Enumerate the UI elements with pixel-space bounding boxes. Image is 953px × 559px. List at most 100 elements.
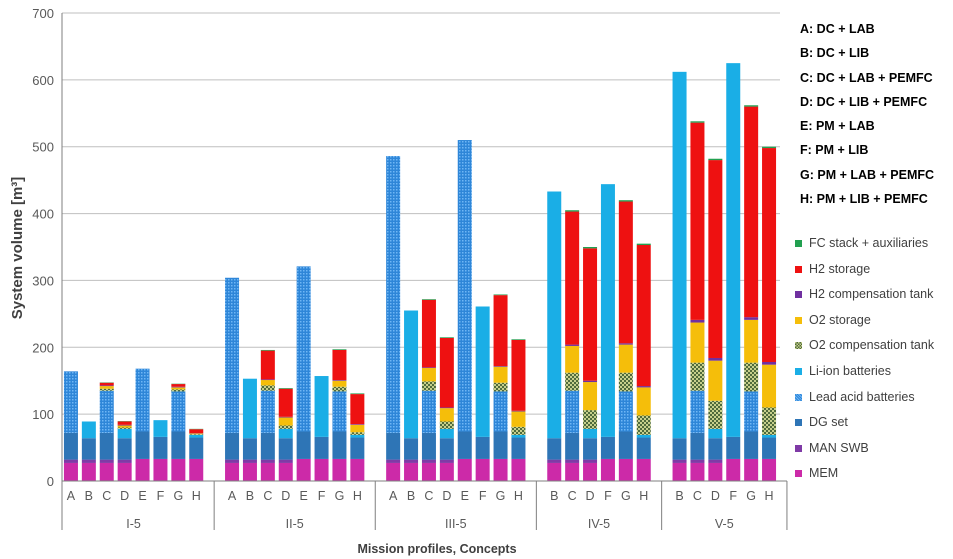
bar-segment-li-ion-batteries (762, 434, 777, 438)
y-tick-label: 400 (32, 207, 54, 222)
bar-segment-li-ion-batteries (350, 434, 365, 438)
concept-key: A: DC + LAB B: DC + LIB C: DC + LAB + PEMF… (800, 22, 934, 216)
bar-segment-lead-acid-batteries (386, 156, 401, 433)
bar-segment-h2-storage (278, 388, 293, 417)
x-tick-label: E (138, 489, 146, 503)
bar-segment-mem (81, 462, 96, 481)
bar-segment-li-ion-batteries (475, 306, 490, 437)
bar-segment-dg-set (225, 432, 240, 460)
bar-segment-dg-set (565, 432, 580, 460)
bar-segment-mem (386, 462, 401, 481)
bar-segment-li-ion-batteries (708, 428, 723, 439)
bar-segment-man-swb (672, 459, 687, 463)
bar-segment-o2-compensation-tank (260, 385, 275, 391)
bar-segment-mem (565, 462, 580, 481)
x-axis-title: Mission profiles, Concepts (357, 542, 516, 556)
bar-segment-mem (618, 458, 633, 481)
bar-segment-mem (260, 462, 275, 481)
bar-segment-h2-storage (565, 211, 580, 345)
bar-segment-lead-acid-batteries (457, 140, 472, 432)
bar-segment-dg-set (189, 437, 204, 459)
bar-segment-h2-compensation-tank (99, 385, 114, 387)
bar-segment-mem (314, 458, 329, 481)
y-tick-label: 600 (32, 73, 54, 88)
bar-segment-o2-storage (636, 387, 651, 416)
bar-segment-dg-set (493, 431, 508, 459)
group-label: I-5 (126, 517, 141, 531)
concept-key-item: E: PM + LAB (800, 119, 875, 134)
bar-segment-mem (332, 458, 347, 481)
bar-segment-mem (350, 458, 365, 481)
legend-swatch (795, 342, 802, 350)
bar-segment-o2-storage (189, 433, 204, 435)
bar-segment-o2-compensation-tank (565, 372, 580, 391)
bar-segment-li-ion-batteries (636, 434, 651, 438)
bar-segment-o2-compensation-tank (493, 382, 508, 392)
x-tick-label: G (621, 489, 631, 503)
bar-segment-man-swb (63, 459, 78, 463)
bar-segment-o2-compensation-tank (332, 386, 347, 392)
bar-segment-mem (744, 458, 759, 481)
bar-segment-dg-set (332, 431, 347, 459)
bar-segment-h2-storage (493, 295, 508, 367)
legend-swatch (795, 316, 802, 324)
bar-segment-h2-storage (708, 160, 723, 358)
bar-segment-dg-set (762, 437, 777, 459)
y-tick-label: 100 (32, 407, 54, 422)
bar-segment-mem (636, 458, 651, 481)
legend-label: Lead acid batteries (809, 389, 915, 404)
bar-segment-mem (189, 458, 204, 481)
bar-segment-man-swb (260, 459, 275, 463)
bar-segment-dg-set (278, 438, 293, 460)
legend-item: H2 storage (795, 262, 934, 288)
bar-segment-lead-acid-batteries (135, 368, 150, 432)
bar-segment-man-swb (117, 459, 132, 463)
bar-segment-fc-stack-auxiliaries (493, 294, 508, 296)
bar-segment-mem (135, 458, 150, 481)
bar-segment-li-ion-batteries (242, 378, 257, 439)
bar-segment-h2-storage (99, 382, 114, 386)
bar-segment-lead-acid-batteries (225, 277, 240, 433)
legend-label: MEM (809, 466, 839, 481)
bar-segment-dg-set (135, 431, 150, 459)
bar-segment-dg-set (475, 436, 490, 459)
x-tick-label: F (479, 489, 487, 503)
bar-segment-h2-compensation-tank (618, 343, 633, 345)
x-tick-label: A (389, 489, 398, 503)
bar-segment-lead-acid-batteries (565, 390, 580, 433)
bar-segment-h2-storage (618, 201, 633, 344)
legend: FC stack + auxiliaries H2 storage H2 compe… (795, 236, 934, 492)
bar-segment-fc-stack-auxiliaries (583, 247, 598, 249)
bar-segment-h2-storage (171, 384, 186, 387)
bar-segment-o2-storage (618, 344, 633, 373)
x-tick-label: C (693, 489, 702, 503)
bar-segment-man-swb (708, 459, 723, 463)
bar-segment-h2-storage (583, 248, 598, 381)
bar-segment-h2-storage (189, 429, 204, 434)
bar-segment-o2-compensation-tank (744, 362, 759, 392)
bar-segment-o2-storage (421, 368, 436, 382)
group-label: IV-5 (588, 517, 610, 531)
bar-segment-man-swb (565, 459, 580, 463)
concept-key-item: C: DC + LAB + PEMFC (800, 70, 933, 85)
bar-segment-man-swb (278, 459, 293, 463)
x-tick-label: A (67, 489, 76, 503)
bar-segment-li-ion-batteries (81, 421, 96, 439)
bar-segment-dg-set (171, 431, 186, 459)
bar-segment-li-ion-batteries (439, 428, 454, 439)
bar-segment-dg-set (296, 431, 311, 459)
bar-segment-o2-storage (565, 345, 580, 373)
bar-segment-mem (708, 462, 723, 481)
bar-segment-dg-set (744, 431, 759, 459)
bar-segment-o2-compensation-tank (618, 372, 633, 392)
bar-segment-lead-acid-batteries (171, 391, 186, 432)
bar-segment-o2-compensation-tank (171, 389, 186, 392)
bar-segment-li-ion-batteries (117, 428, 132, 439)
bar-segment-man-swb (421, 459, 436, 463)
bar-segment-dg-set (511, 437, 526, 459)
bar-segment-h2-storage (690, 122, 705, 320)
bar-segment-lead-acid-batteries (744, 391, 759, 432)
bar-segment-o2-compensation-tank (636, 415, 651, 435)
